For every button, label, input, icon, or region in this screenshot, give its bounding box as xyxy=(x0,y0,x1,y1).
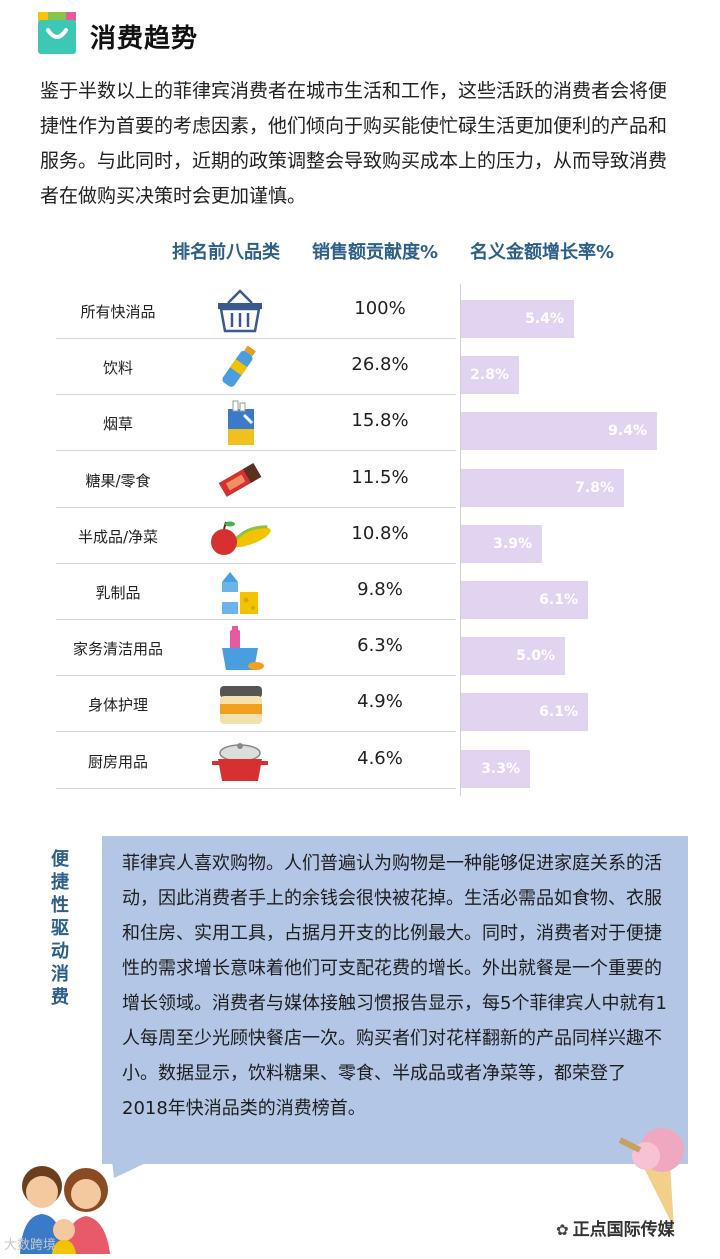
side-title-char: 消 xyxy=(51,964,69,985)
table-row: 饮料 26.8% xyxy=(56,340,456,396)
column-header-sales-share: 销售额贡献度% xyxy=(312,242,439,263)
category-label: 半成品/净菜 xyxy=(77,527,159,546)
cooking-pot-icon xyxy=(212,742,268,781)
sales-share-value: 9.8% xyxy=(357,579,403,600)
growth-bar: 3.3% xyxy=(461,749,530,788)
ice-cream-illustration xyxy=(618,1128,684,1228)
speech-box-tail xyxy=(112,1160,152,1178)
growth-label: 9.4% xyxy=(608,423,647,440)
wechat-icon: ✿ xyxy=(556,1221,569,1239)
category-label: 乳制品 xyxy=(95,584,141,602)
growth-label: 3.3% xyxy=(481,760,520,777)
category-label: 所有快消品 xyxy=(80,303,156,321)
category-label: 烟草 xyxy=(102,415,133,434)
category-label: 糖果/零食 xyxy=(85,471,151,490)
table-row: 糖果/零食 11.5% xyxy=(56,453,456,508)
table-row: 乳制品 9.8% xyxy=(56,565,456,620)
category-label: 身体护理 xyxy=(87,696,148,715)
growth-label: 2.8% xyxy=(470,367,509,384)
side-title-char: 费 xyxy=(51,987,69,1008)
section-body-text: 菲律宾人喜欢购物。人们普遍认为购物是一种能够促进家庭关系的活动，因此消费者手上的… xyxy=(122,853,667,1119)
intro-paragraph: 鉴于半数以上的菲律宾消费者在城市生活和工作，这些活跃的消费者会将便捷性作为首要的… xyxy=(40,80,668,207)
shopping-bag-icon xyxy=(38,12,76,54)
table-row: 烟草 15.8% xyxy=(56,396,456,452)
growth-bar: 6.1% xyxy=(461,581,588,619)
growth-label: 3.9% xyxy=(493,535,532,552)
speech-box xyxy=(102,836,688,1164)
growth-bar: 9.4% xyxy=(461,412,657,451)
candy-bar-icon xyxy=(218,462,262,497)
page-title: 消费趋势 xyxy=(90,24,199,54)
table-row: 半成品/净菜 10.8% xyxy=(56,509,456,564)
table-row: 所有快消品 100% xyxy=(56,284,456,339)
sales-share-value: 4.9% xyxy=(357,691,403,713)
category-label: 厨房用品 xyxy=(87,752,148,771)
cleaning-bucket-icon xyxy=(222,626,264,671)
family-illustration xyxy=(20,1166,110,1254)
side-title-char: 驱 xyxy=(51,918,69,939)
cream-jar-icon xyxy=(220,686,262,725)
growth-bar: 5.4% xyxy=(461,300,574,338)
sales-share-value: 26.8% xyxy=(351,354,409,376)
growth-label: 6.1% xyxy=(539,704,578,721)
growth-label: 7.8% xyxy=(575,479,614,496)
growth-bar: 2.8% xyxy=(461,356,519,395)
watermark-right-text: 正点国际传媒 xyxy=(572,1220,675,1240)
growth-label: 6.1% xyxy=(539,592,578,608)
growth-label: 5.0% xyxy=(516,648,555,665)
category-label: 饮料 xyxy=(102,359,133,378)
sales-share-value: 100% xyxy=(354,298,406,319)
apple-corn-icon xyxy=(211,521,271,555)
side-title-char: 捷 xyxy=(51,872,69,893)
sales-share-value: 15.8% xyxy=(351,410,409,432)
bottle-icon xyxy=(222,345,256,388)
growth-bar: 6.1% xyxy=(461,693,588,732)
cigarette-pack-icon xyxy=(228,400,254,446)
watermark-right: ✿ 正点国际传媒 xyxy=(556,1215,675,1240)
side-title-char: 动 xyxy=(51,941,69,962)
sales-share-value: 6.3% xyxy=(357,635,403,657)
side-title-char: 性 xyxy=(51,895,69,916)
growth-label: 5.4% xyxy=(525,311,564,327)
growth-bar: 3.9% xyxy=(461,524,542,563)
column-header-growth-rate: 名义金额增长率% xyxy=(470,242,615,263)
sales-share-value: 4.6% xyxy=(357,747,403,769)
growth-bar: 7.8% xyxy=(461,468,624,507)
sales-share-value: 11.5% xyxy=(351,466,409,488)
milk-cheese-icon xyxy=(222,572,258,614)
table-row: 厨房用品 4.6% xyxy=(56,734,456,789)
section-side-title: 便 捷 性 驱 动 消 费 xyxy=(48,848,72,1009)
table-row: 家务清洁用品 6.3% xyxy=(56,621,456,677)
column-header-category: 排名前八品类 xyxy=(172,242,280,263)
watermark-left: 大数跨境 xyxy=(4,1238,57,1253)
table-row: 身体护理 4.9% xyxy=(56,677,456,733)
side-title-char: 便 xyxy=(51,849,69,870)
growth-axis-line xyxy=(460,284,461,796)
sales-share-value: 10.8% xyxy=(351,522,409,544)
basket-icon xyxy=(218,289,262,333)
category-label: 家务清洁用品 xyxy=(72,640,163,659)
growth-bar: 5.0% xyxy=(461,637,565,676)
